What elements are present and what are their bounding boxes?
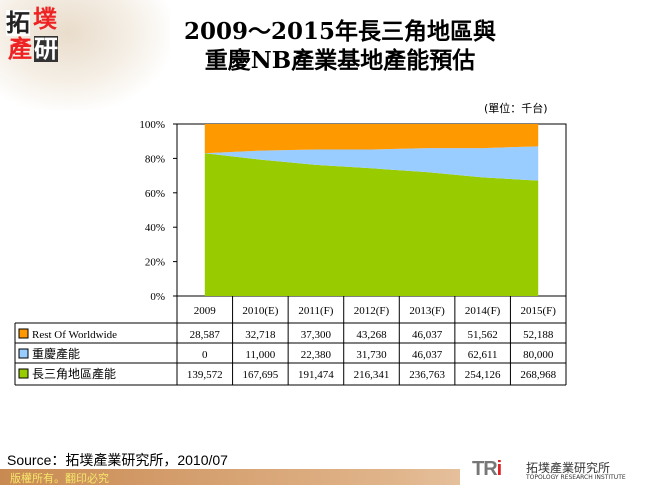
area-series-0 bbox=[204, 153, 539, 296]
data-label: 31,730 bbox=[356, 349, 387, 361]
copyright: 版權所有。翻印必究 bbox=[10, 472, 109, 485]
chart-title-line2: 重慶NB產業基地產能預估 bbox=[204, 47, 476, 74]
data-label: 28,587 bbox=[190, 329, 221, 341]
x-category-label: 2009 bbox=[194, 305, 217, 317]
legend-swatch bbox=[18, 348, 29, 359]
data-label: 216,341 bbox=[354, 369, 390, 381]
data-label: 0 bbox=[202, 349, 208, 361]
x-category-label: 2013(F) bbox=[409, 305, 445, 317]
y-tick-label: 40% bbox=[145, 222, 165, 234]
data-label: 167,695 bbox=[242, 369, 278, 381]
data-label: 46,037 bbox=[412, 329, 443, 341]
legend-swatch bbox=[18, 368, 29, 379]
data-label: 43,268 bbox=[356, 329, 387, 341]
area-series-2 bbox=[204, 124, 539, 154]
legend-label: Rest Of Worldwide bbox=[32, 329, 117, 341]
unit-label: (單位：千台) bbox=[484, 102, 548, 115]
data-label: 11,000 bbox=[245, 349, 275, 361]
data-label: 52,188 bbox=[523, 329, 554, 341]
data-label: 51,562 bbox=[468, 329, 498, 341]
data-label: 236,763 bbox=[409, 369, 445, 381]
data-label: 80,000 bbox=[523, 349, 554, 361]
chart-title-line1: 2009～2015年長三角地區與 bbox=[183, 18, 497, 45]
data-label: 254,126 bbox=[465, 369, 501, 381]
tri-name: 拓墣產業研究所 bbox=[526, 461, 611, 475]
data-label: 62,611 bbox=[468, 349, 498, 361]
data-label: 22,380 bbox=[301, 349, 332, 361]
data-label: 32,718 bbox=[245, 329, 276, 341]
data-label: 139,572 bbox=[187, 369, 223, 381]
tri-en: TOPOLOGY RESEARCH INSTITUTE bbox=[526, 474, 626, 481]
y-tick-label: 20% bbox=[145, 257, 165, 269]
data-label: 268,968 bbox=[520, 369, 556, 381]
x-category-label: 2010(E) bbox=[242, 305, 278, 317]
tri-logo: TRi 拓墣產業研究所 TOPOLOGY RESEARCH INSTITUTE bbox=[460, 458, 650, 488]
area-series-1 bbox=[204, 146, 539, 181]
y-tick-label: 0% bbox=[150, 291, 165, 303]
chart: 0% 20% 40% 60% 80% 100% 2009 2010(E) 2011(F) 2012… bbox=[14, 119, 567, 386]
tri-logo-top: 拓 墣 產 研 bbox=[6, 5, 58, 63]
data-label: 37,300 bbox=[301, 329, 332, 341]
data-label: 46,037 bbox=[412, 349, 443, 361]
data-label: 191,474 bbox=[298, 369, 334, 381]
y-tick-label: 80% bbox=[145, 153, 165, 165]
legend-label: 長三角地區產能 bbox=[32, 366, 116, 381]
legend-label: 重慶產能 bbox=[32, 346, 80, 361]
legend-swatch bbox=[18, 328, 29, 339]
x-category-label: 2014(F) bbox=[465, 305, 501, 317]
y-tick-label: 60% bbox=[145, 188, 165, 200]
x-category-label: 2011(F) bbox=[298, 305, 333, 317]
y-tick-label: 100% bbox=[139, 119, 165, 131]
x-category-label: 2012(F) bbox=[354, 305, 390, 317]
source-note: Source：拓墣產業研究所，2010/07 bbox=[7, 452, 228, 468]
x-category-label: 2015(F) bbox=[520, 305, 556, 317]
